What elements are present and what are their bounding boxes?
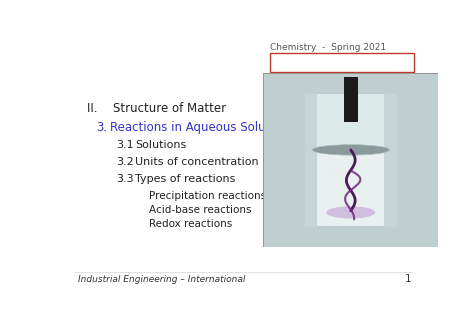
Text: 1: 1 [405, 275, 412, 285]
Text: Precipitation reactions: Precipitation reactions [149, 191, 266, 201]
Bar [344, 77, 358, 122]
Ellipse shape [312, 145, 389, 155]
Text: Chemistry  -  Spring 2021: Chemistry - Spring 2021 [271, 43, 387, 52]
Text: 3.: 3. [96, 121, 107, 134]
Text: Units of concentration: Units of concentration [135, 157, 259, 167]
Text: 3.2: 3.2 [116, 157, 134, 167]
Text: 3.1: 3.1 [116, 140, 134, 150]
Bar [271, 53, 414, 72]
Text: Solutions: Solutions [135, 140, 187, 150]
Text: II.  Structure of Matter: II. Structure of Matter [87, 102, 226, 115]
Text: Redox reactions: Redox reactions [149, 219, 233, 229]
Text: Reactions in Aqueous Solutions: Reactions in Aqueous Solutions [110, 121, 294, 134]
Text: Acid-base reactions: Acid-base reactions [149, 205, 252, 215]
Text: 3.3: 3.3 [116, 174, 134, 184]
Ellipse shape [326, 206, 375, 218]
Ellipse shape [328, 167, 346, 178]
Bar [318, 150, 384, 226]
Text: Industrial Engineering – International: Industrial Engineering – International [78, 276, 245, 285]
Text: Types of reactions: Types of reactions [135, 174, 236, 184]
Bar [318, 94, 384, 226]
